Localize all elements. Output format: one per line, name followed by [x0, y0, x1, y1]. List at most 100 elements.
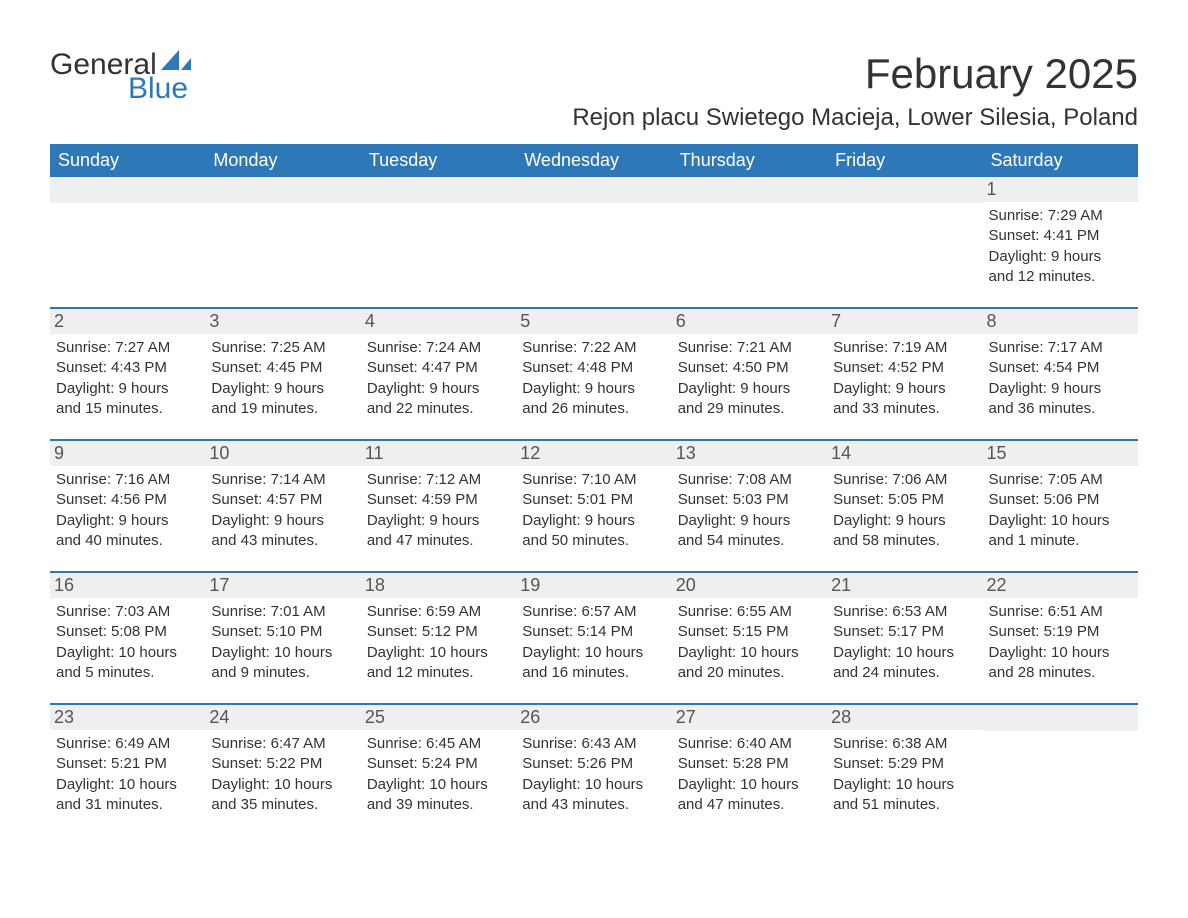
sunset-line: Sunset: 4:43 PM	[56, 358, 199, 378]
day-cell: 17 Sunrise: 7:01 AMSunset: 5:10 PMDayligh…	[205, 572, 360, 704]
sunrise-line: Sunrise: 7:08 AM	[678, 470, 821, 490]
day-number	[827, 177, 982, 203]
daylight-line: and 9 minutes.	[211, 663, 354, 683]
day-cell: 22Sunrise: 6:51 AMSunset: 5:19 PMDayligh…	[983, 572, 1138, 704]
day-details: Sunrise: 7:16 AMSunset: 4:56 PMDaylight:…	[56, 470, 199, 551]
day-details: Sunrise: 7:29 AMSunset: 4:41 PMDaylight:…	[989, 206, 1132, 287]
sunset-line: Sunset: 5:24 PM	[367, 754, 510, 774]
sunset-line: Sunset: 4:57 PM	[211, 490, 354, 510]
daylight-line: and 19 minutes.	[211, 399, 354, 419]
daylight-line: and 12 minutes.	[367, 663, 510, 683]
daylight-line: and 1 minute.	[989, 531, 1132, 551]
sunset-line: Sunset: 5:08 PM	[56, 622, 199, 642]
daylight-line: and 54 minutes.	[678, 531, 821, 551]
daylight-line: and 5 minutes.	[56, 663, 199, 683]
daylight-line: and 16 minutes.	[522, 663, 665, 683]
sunrise-line: Sunrise: 6:59 AM	[367, 602, 510, 622]
day-cell: 1 Sunrise: 7:29 AMSunset: 4:41 PMDaylight…	[983, 177, 1138, 308]
daylight-line: and 50 minutes.	[522, 531, 665, 551]
day-cell	[672, 177, 827, 308]
daylight-line: and 31 minutes.	[56, 795, 199, 815]
daylight-line: and 58 minutes.	[833, 531, 976, 551]
daylight-line: Daylight: 10 hours	[989, 511, 1132, 531]
day-number: 1	[983, 177, 1138, 202]
sunrise-line: Sunrise: 7:27 AM	[56, 338, 199, 358]
day-cell	[827, 177, 982, 308]
day-cell: 25Sunrise: 6:45 AMSunset: 5:24 PMDayligh…	[361, 704, 516, 835]
day-number: 2	[50, 309, 205, 334]
sunset-line: Sunset: 5:28 PM	[678, 754, 821, 774]
sunrise-line: Sunrise: 6:40 AM	[678, 734, 821, 754]
sunrise-line: Sunrise: 7:29 AM	[989, 206, 1132, 226]
day-cell	[516, 177, 671, 308]
day-details: Sunrise: 6:55 AMSunset: 5:15 PMDaylight:…	[678, 602, 821, 683]
day-number: 16	[50, 573, 205, 598]
daylight-line: Daylight: 10 hours	[367, 775, 510, 795]
day-cell: 9Sunrise: 7:16 AMSunset: 4:56 PMDaylight…	[50, 440, 205, 572]
day-details: Sunrise: 6:53 AMSunset: 5:17 PMDaylight:…	[833, 602, 976, 683]
week-row: 9Sunrise: 7:16 AMSunset: 4:56 PMDaylight…	[50, 440, 1138, 572]
week-row: 2 Sunrise: 7:27 AMSunset: 4:43 PM Daylight…	[50, 308, 1138, 440]
day-number: 24	[205, 705, 360, 730]
day-number: 25	[361, 705, 516, 730]
day-number: 22	[983, 573, 1138, 598]
day-cell: 6Sunrise: 7:21 AMSunset: 4:50 PMDaylight…	[672, 308, 827, 440]
sunset-line: Sunset: 5:21 PM	[56, 754, 199, 774]
daylight-line: Daylight: 9 hours	[833, 379, 976, 399]
sunset-line: Sunset: 5:15 PM	[678, 622, 821, 642]
daylight-line: Daylight: 9 hours	[367, 511, 510, 531]
month-title: February 2025	[572, 50, 1138, 98]
col-sunday: Sunday	[50, 144, 205, 177]
sunset-line: Sunset: 5:22 PM	[211, 754, 354, 774]
day-number: 15	[983, 441, 1138, 466]
day-number	[361, 177, 516, 203]
day-number: 12	[516, 441, 671, 466]
day-details: Sunrise: 7:05 AMSunset: 5:06 PMDaylight:…	[989, 470, 1132, 551]
location-subtitle: Rejon placu Swietego Macieja, Lower Sile…	[572, 104, 1138, 132]
col-tuesday: Tuesday	[361, 144, 516, 177]
sunset-line: Sunset: 4:59 PM	[367, 490, 510, 510]
day-number	[983, 705, 1138, 731]
daylight-line: and 43 minutes.	[211, 531, 354, 551]
day-details: Sunrise: 7:22 AMSunset: 4:48 PMDaylight:…	[522, 338, 665, 419]
day-details: Sunrise: 7:10 AMSunset: 5:01 PMDaylight:…	[522, 470, 665, 551]
day-cell: 16Sunrise: 7:03 AMSunset: 5:08 PMDayligh…	[50, 572, 205, 704]
daylight-line: Daylight: 9 hours	[678, 379, 821, 399]
sunset-line: Sunset: 5:26 PM	[522, 754, 665, 774]
sunset-line: Sunset: 4:52 PM	[833, 358, 976, 378]
day-number: 13	[672, 441, 827, 466]
day-details: Sunrise: 7:08 AMSunset: 5:03 PMDaylight:…	[678, 470, 821, 551]
sunset-line: Sunset: 4:50 PM	[678, 358, 821, 378]
day-details: Sunrise: 6:43 AMSunset: 5:26 PMDaylight:…	[522, 734, 665, 815]
day-number: 3	[205, 309, 360, 334]
daylight-line: and 29 minutes.	[678, 399, 821, 419]
col-saturday: Saturday	[983, 144, 1138, 177]
day-cell: 4Sunrise: 7:24 AMSunset: 4:47 PMDaylight…	[361, 308, 516, 440]
daylight-line: Daylight: 9 hours	[989, 247, 1132, 267]
sunrise-line: Sunrise: 7:06 AM	[833, 470, 976, 490]
week-row: 1 Sunrise: 7:29 AMSunset: 4:41 PMDaylight…	[50, 177, 1138, 308]
sunrise-line: Sunrise: 6:55 AM	[678, 602, 821, 622]
daylight-line: Daylight: 10 hours	[522, 775, 665, 795]
day-number: 19	[516, 573, 671, 598]
day-details: Sunrise: 6:57 AMSunset: 5:14 PMDaylight:…	[522, 602, 665, 683]
day-number: 18	[361, 573, 516, 598]
daylight-line: Daylight: 10 hours	[833, 775, 976, 795]
daylight-line: Daylight: 9 hours	[522, 511, 665, 531]
sunrise-line: Sunrise: 7:14 AM	[211, 470, 354, 490]
day-number	[672, 177, 827, 203]
sunrise-line: Sunrise: 6:53 AM	[833, 602, 976, 622]
day-cell: 23Sunrise: 6:49 AMSunset: 5:21 PMDayligh…	[50, 704, 205, 835]
sunrise-line: Sunrise: 7:16 AM	[56, 470, 199, 490]
day-number: 17	[205, 573, 360, 598]
day-cell: 15 Sunrise: 7:05 AMSunset: 5:06 PMDayligh…	[983, 440, 1138, 572]
day-cell: 27Sunrise: 6:40 AMSunset: 5:28 PMDayligh…	[672, 704, 827, 835]
daylight-line: Daylight: 9 hours	[211, 379, 354, 399]
title-block: February 2025 Rejon placu Swietego Macie…	[572, 50, 1138, 132]
day-cell: 7Sunrise: 7:19 AMSunset: 4:52 PMDaylight…	[827, 308, 982, 440]
sunrise-line: Sunrise: 7:21 AM	[678, 338, 821, 358]
daylight-line: Daylight: 10 hours	[833, 643, 976, 663]
day-number: 28	[827, 705, 982, 730]
day-details: Sunrise: 7:01 AMSunset: 5:10 PMDaylight:…	[211, 602, 354, 683]
daylight-line: Daylight: 10 hours	[367, 643, 510, 663]
